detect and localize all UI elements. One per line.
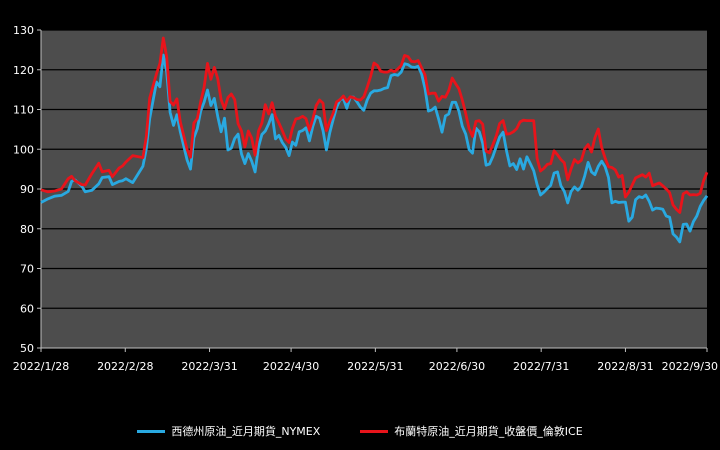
y-tick-label: 100 [13,143,34,156]
y-tick-label: 70 [20,263,34,276]
x-tick-label: 2022/4/30 [263,360,319,373]
series-lines [40,36,709,244]
x-tick-label: 2022/8/31 [597,360,653,373]
series-line-brent [40,36,709,214]
x-tick-label: 2022/1/28 [13,360,69,373]
legend-swatch-wti [137,429,166,433]
legend-item-wti: 西德州原油_近月期貨_NYMEX [137,420,320,442]
x-tick-label: 2022/2/28 [97,360,153,373]
y-tick-label: 80 [20,223,34,236]
x-tick-label: 2022/7/31 [513,360,569,373]
y-tick-label: 110 [13,104,34,117]
y-tick-label: 50 [20,342,34,355]
legend: 西德州原油_近月期貨_NYMEX 布蘭特原油_近月期貨_收盤價_倫敦ICE [0,420,720,442]
legend-item-brent: 布蘭特原油_近月期貨_收盤價_倫敦ICE [360,420,583,442]
y-tick-label: 60 [20,302,34,315]
x-tick-label: 2022/3/31 [181,360,237,373]
y-tick-label: 120 [13,64,34,77]
y-tick-label: 90 [20,183,34,196]
legend-swatch-brent [360,429,389,433]
x-tick-label: 2022/6/30 [429,360,485,373]
series-line-wti [40,53,709,244]
x-tick-label: 2022/9/30 [662,360,718,373]
y-tick-label: 130 [13,24,34,37]
legend-label-brent: 布蘭特原油_近月期貨_收盤價_倫敦ICE [394,425,583,438]
x-axis-ticks: 2022/1/28 2022/2/28 2022/3/31 2022/4/30 2022… [13,348,718,373]
x-tick-label: 2022/5/31 [347,360,403,373]
legend-label-wti: 西德州原油_近月期貨_NYMEX [171,425,321,438]
y-axis-ticks: 50 60 70 80 90 100 110 120 130 [13,24,41,355]
